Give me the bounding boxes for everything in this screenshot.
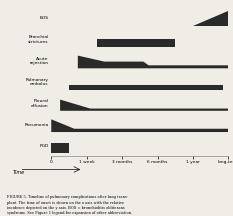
Polygon shape	[193, 11, 228, 26]
Polygon shape	[51, 143, 69, 153]
Polygon shape	[78, 56, 228, 68]
Polygon shape	[51, 119, 228, 132]
Polygon shape	[97, 39, 175, 47]
Polygon shape	[69, 85, 223, 90]
Polygon shape	[60, 100, 228, 111]
Text: Time: Time	[12, 170, 24, 175]
Text: FIGURE 5. Timeline of pulmonary complications after lung trans-
plant. The time : FIGURE 5. Timeline of pulmonary complica…	[7, 195, 132, 215]
